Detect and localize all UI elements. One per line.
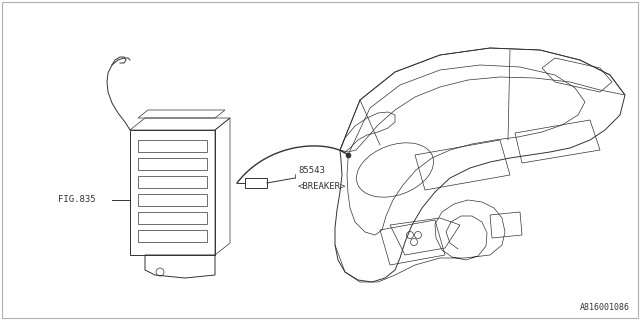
Text: <BREAKER>: <BREAKER> xyxy=(298,182,346,191)
Text: A816001086: A816001086 xyxy=(580,303,630,312)
Text: FIG.835: FIG.835 xyxy=(58,196,95,204)
Text: 85543: 85543 xyxy=(298,166,325,175)
